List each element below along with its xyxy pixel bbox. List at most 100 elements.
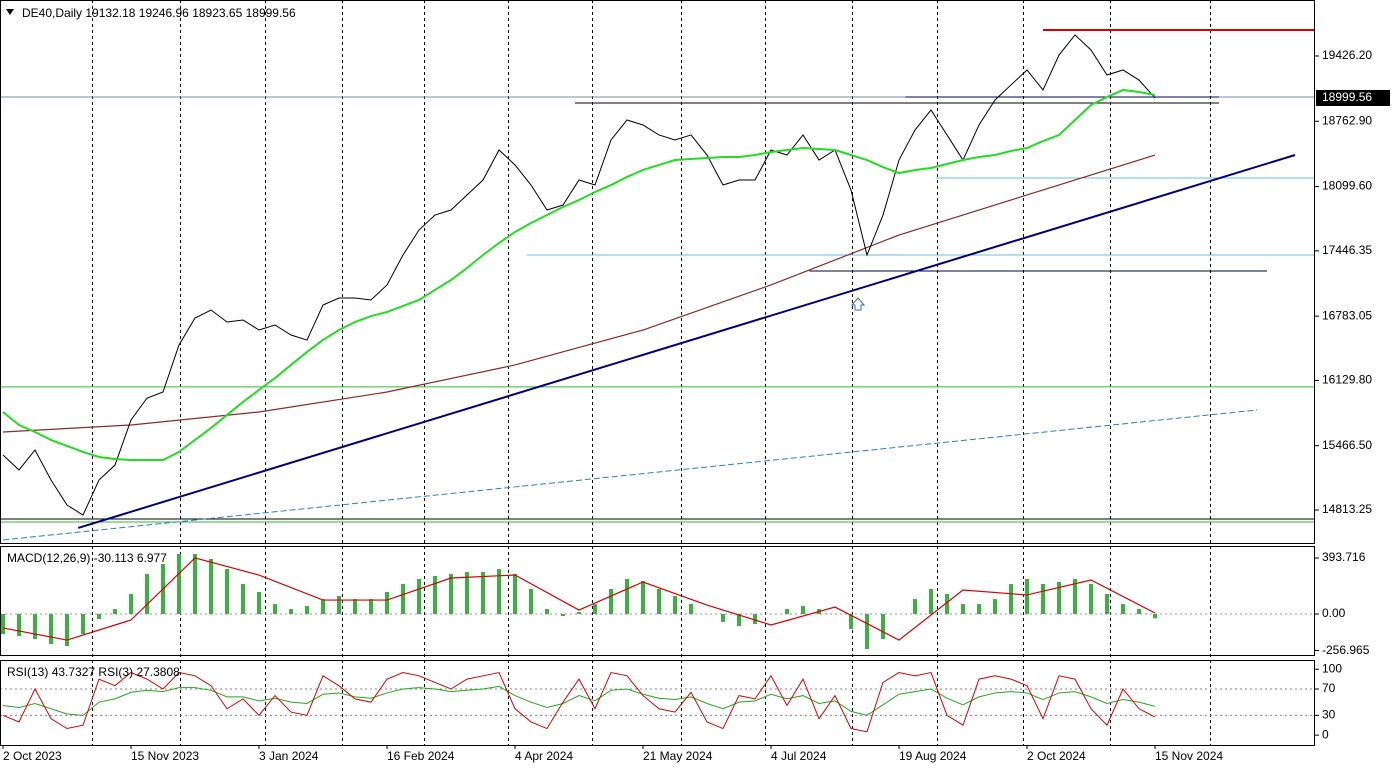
y-tick-label: 18099.60 <box>1322 179 1372 193</box>
x-tick-label: 3 Jan 2024 <box>259 749 319 763</box>
histogram-bar <box>433 576 437 615</box>
histogram-bar <box>993 599 997 615</box>
histogram-bar <box>865 614 869 650</box>
histogram-bar <box>193 553 197 615</box>
x-tick-label: 4 Apr 2024 <box>515 749 573 763</box>
histogram-bar <box>289 609 293 615</box>
price-tag <box>1316 89 1390 106</box>
series-line <box>2 671 1156 733</box>
collapse-triangle <box>6 9 14 15</box>
macd-panel-frame <box>0 546 1315 656</box>
histogram-bar <box>785 609 789 615</box>
histogram-bar <box>1057 582 1061 615</box>
x-tick-label: 4 Jul 2024 <box>771 749 827 763</box>
y-tick-label: 18762.90 <box>1322 113 1372 127</box>
histogram-bar <box>401 583 405 615</box>
histogram-bar <box>849 614 853 629</box>
main-panel-frame <box>0 0 1315 544</box>
histogram-bar <box>1153 614 1157 619</box>
x-tick-label: 15 Nov 2024 <box>1155 749 1223 763</box>
x-tick-label: 2 Oct 2023 <box>3 749 62 763</box>
histogram-bar <box>209 558 213 615</box>
histogram-bar <box>49 614 53 645</box>
histogram-bar <box>881 614 885 640</box>
y-tick-label: 16129.80 <box>1322 373 1372 387</box>
y-tick-label: 0.00 <box>1322 606 1346 620</box>
histogram-bar <box>1121 604 1125 615</box>
histogram-bar <box>961 604 965 615</box>
x-tick-label: 19 Aug 2024 <box>899 749 967 763</box>
x-tick-label: 15 Nov 2023 <box>131 749 199 763</box>
rsi13-value: 43.7327 <box>52 665 96 679</box>
histogram-bar <box>465 572 469 615</box>
y-tick-label: -256.965 <box>1322 643 1370 657</box>
histogram-bar <box>81 614 85 635</box>
trend-line <box>77 154 1296 529</box>
histogram-bar <box>1105 593 1109 615</box>
histogram-bar <box>721 614 725 622</box>
histogram-bar <box>449 574 453 615</box>
histogram-bar <box>1089 583 1093 615</box>
histogram-bar <box>513 574 517 615</box>
rsi3-title: RSI(3) <box>98 665 133 679</box>
histogram-bar <box>273 604 277 615</box>
y-tick-label: 70 <box>1322 681 1336 695</box>
macd-title: MACD(12,26,9) <box>7 551 90 565</box>
y-tick-label: 0 <box>1322 727 1329 741</box>
y-tick-label: 15466.50 <box>1322 438 1372 452</box>
histogram-bar <box>689 604 693 615</box>
histogram-bar <box>801 606 805 615</box>
histogram-bar <box>17 614 21 637</box>
histogram-bar <box>1025 579 1029 615</box>
histogram-bar <box>1073 579 1077 615</box>
panel-2 <box>0 671 1315 733</box>
price-tag-label: 18999.56 <box>1322 90 1372 104</box>
histogram-bar <box>129 593 133 615</box>
y-tick-label: 100 <box>1322 661 1342 675</box>
histogram-bar <box>385 591 389 615</box>
histogram-bar <box>529 588 533 615</box>
x-tick-label: 16 Feb 2024 <box>387 749 455 763</box>
histogram-bar <box>945 593 949 615</box>
histogram-bar <box>225 569 229 615</box>
y-tick-label: 393.716 <box>1322 550 1366 564</box>
histogram-bar <box>1 614 5 635</box>
histogram-bar <box>561 614 565 617</box>
overlay-line <box>2 557 1156 641</box>
low: 18923.65 <box>192 6 242 20</box>
series-line <box>2 88 1156 462</box>
histogram-bar <box>305 606 309 615</box>
y-tick-label: 16783.05 <box>1322 308 1372 322</box>
histogram-bar <box>113 609 117 615</box>
open: 19132.18 <box>85 6 135 20</box>
histogram-bar <box>145 574 149 615</box>
histogram-bar <box>241 583 245 615</box>
histogram-bar <box>929 588 933 615</box>
histogram-bar <box>1137 609 1141 615</box>
histogram-bar <box>577 612 581 615</box>
histogram-bar <box>321 599 325 615</box>
histogram-bar <box>641 581 645 615</box>
rsi13-title: RSI(13) <box>7 665 48 679</box>
histogram-bar <box>353 599 357 615</box>
y-tick-label: 19426.20 <box>1322 48 1372 62</box>
series-line <box>2 685 1156 716</box>
rsi3-value: 27.3808 <box>136 665 180 679</box>
high: 19246.96 <box>139 6 189 20</box>
up-arrow-marker <box>850 297 866 311</box>
rsi-panel-frame <box>0 660 1315 746</box>
histogram-bar <box>593 604 597 615</box>
histogram-bar <box>1041 583 1045 615</box>
macd-value: -30.113 <box>94 551 134 565</box>
histogram-bar <box>753 614 757 624</box>
histogram-bar <box>481 572 485 615</box>
x-tick-label: 21 May 2024 <box>643 749 713 763</box>
histogram-bar <box>33 614 37 640</box>
histogram-bar <box>417 579 421 615</box>
histogram-bar <box>369 599 373 615</box>
close: 18999.56 <box>246 6 296 20</box>
panel-1 <box>0 553 1315 650</box>
